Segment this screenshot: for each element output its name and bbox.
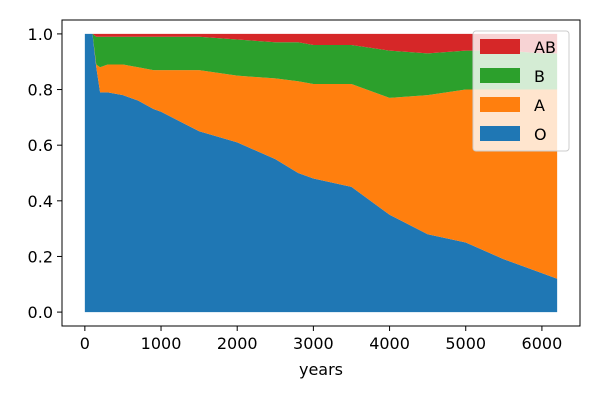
- legend-box: [472, 30, 570, 152]
- x-tick-label: 0: [80, 334, 90, 353]
- y-tick-label: 0.2: [28, 247, 53, 266]
- x-tick-label: 4000: [369, 334, 410, 353]
- x-tick-label: 3000: [293, 334, 334, 353]
- x-tick-label: 1000: [141, 334, 182, 353]
- x-axis-ticks: 0 1000 2000 3000 4000 5000 6000: [80, 326, 563, 353]
- area-series-a: [84, 33, 558, 279]
- y-tick-label: 0.0: [28, 303, 53, 322]
- y-tick-label: 0.6: [28, 136, 53, 155]
- y-axis-ticks: 0.0 0.2 0.4 0.6 0.8 1.0: [28, 25, 62, 322]
- area-series-o: [84, 33, 558, 313]
- legend-label-b: B: [534, 67, 545, 86]
- area-series-b: [84, 33, 558, 98]
- x-tick-label: 5000: [445, 334, 486, 353]
- x-tick-label: 2000: [217, 334, 258, 353]
- plot-frame: [61, 19, 581, 327]
- legend-swatch-b: [480, 68, 520, 83]
- legend-label-a: A: [534, 96, 545, 115]
- x-axis-label: years: [299, 360, 343, 379]
- legend: AB BAO: [472, 30, 570, 152]
- y-tick-label: 0.8: [28, 81, 53, 100]
- area-series-ab: [84, 33, 558, 54]
- y-tick-label: 0.4: [28, 192, 53, 211]
- area-series-group: [84, 33, 558, 313]
- legend-swatch-ab: [480, 39, 520, 54]
- legend-swatch-o: [480, 126, 520, 141]
- legend-label-o: O: [534, 125, 547, 144]
- x-tick-label: 6000: [522, 334, 563, 353]
- legend-swatch-a: [480, 97, 520, 112]
- legend-label-ab: AB: [534, 38, 556, 57]
- y-tick-label: 1.0: [28, 25, 53, 44]
